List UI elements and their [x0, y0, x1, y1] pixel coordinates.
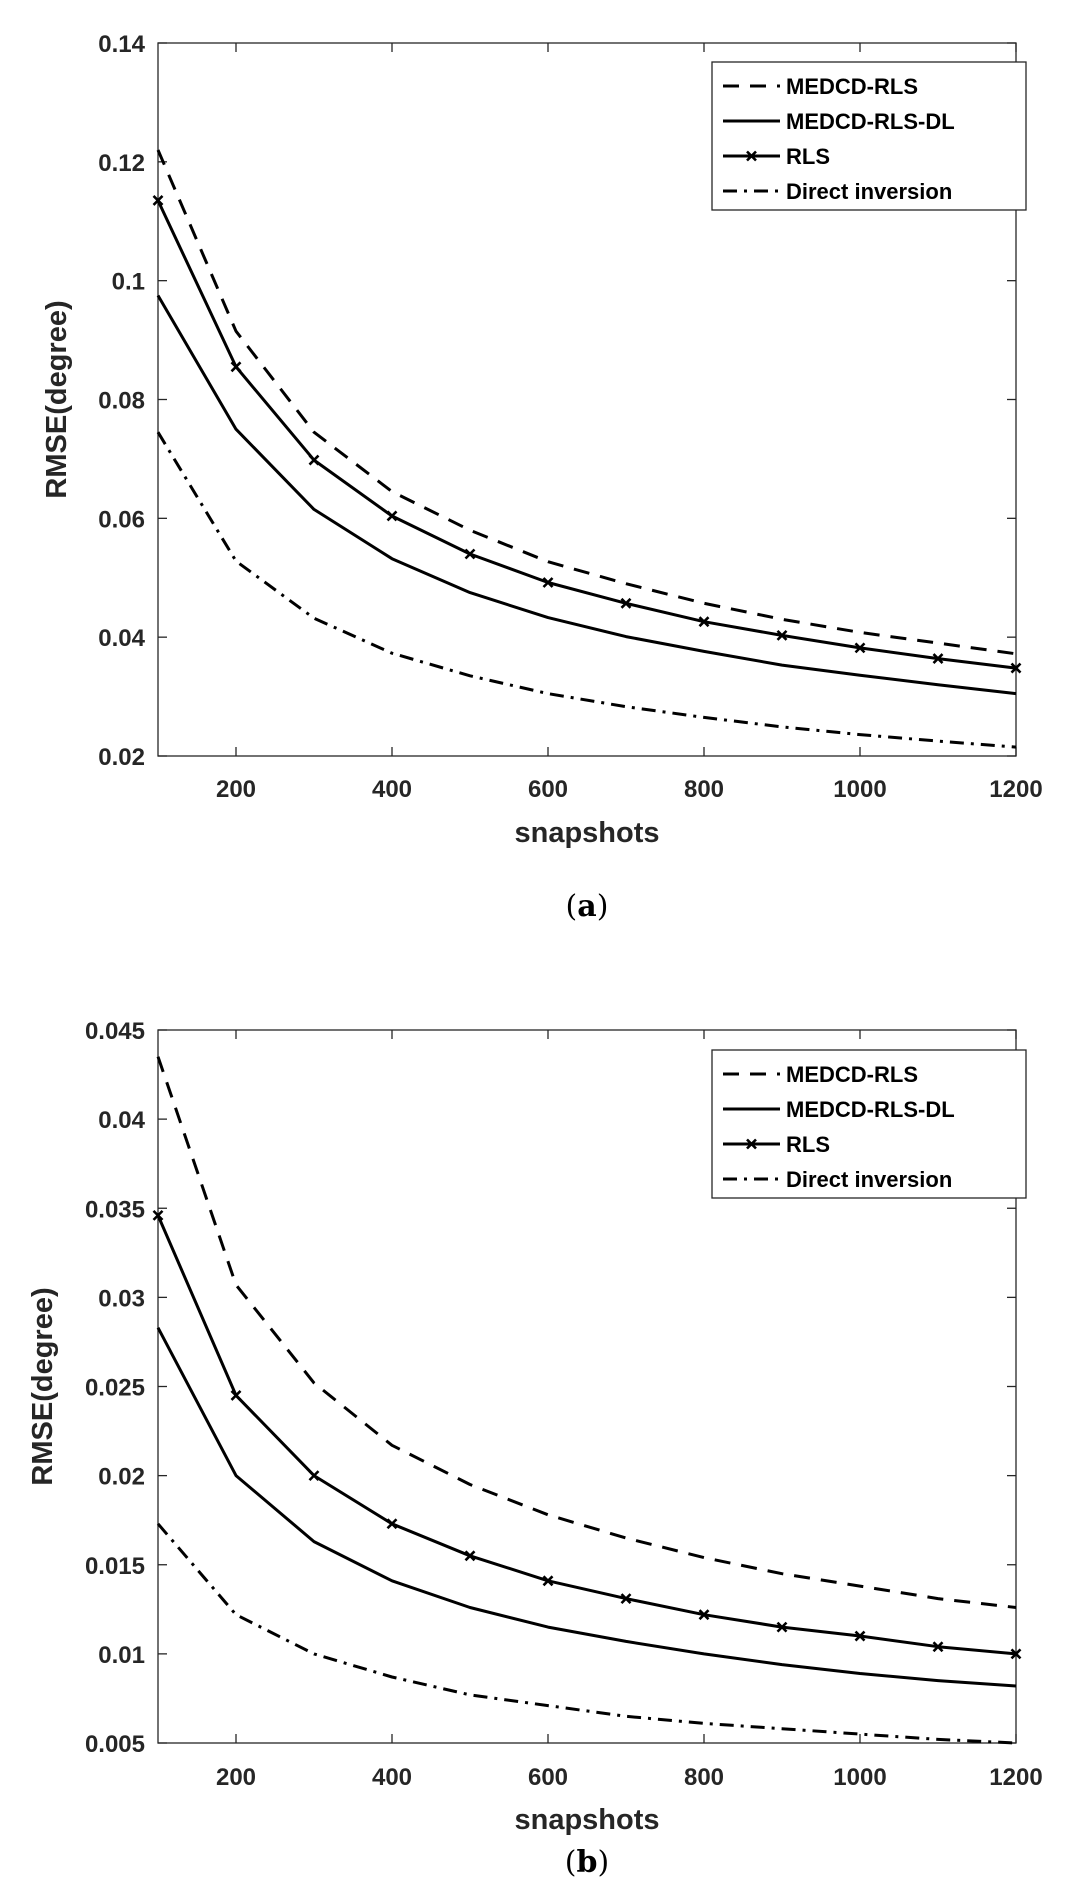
data-point-marker — [152, 1209, 164, 1221]
series-line-medcd-rls — [156, 1056, 1017, 1609]
chart-a: 0.02 0.04 0.06 0.08 0.1 0.12 0.14 200 400 600 800 1… — [41, 31, 1043, 924]
caption-close: ) — [597, 889, 609, 924]
data-point-marker — [152, 195, 164, 206]
x-tick-label: 1000 — [833, 1764, 886, 1791]
data-point-marker — [386, 510, 398, 522]
series-line-medcd-rls — [156, 149, 1017, 656]
y-tick-label: 0.1 — [112, 269, 145, 296]
panel-caption: (a) — [566, 889, 609, 924]
y-tick-label: 0.12 — [98, 150, 145, 177]
legend-marker — [746, 150, 757, 162]
y-tick-label: 0.08 — [98, 388, 145, 415]
y-tick-label: 0.015 — [85, 1553, 145, 1580]
data-point-marker — [464, 1550, 476, 1562]
y-tick-label: 0.04 — [98, 1107, 145, 1134]
legend-label: MEDCD-RLS-DL — [786, 109, 955, 134]
data-point-marker — [230, 1389, 242, 1401]
data-point-marker — [776, 1621, 788, 1633]
caption-letter: a — [577, 889, 596, 924]
series-line-medcd-rls-dl — [156, 1327, 1017, 1688]
data-point-marker — [1010, 1648, 1022, 1660]
series-line-direct-inversion — [156, 431, 1017, 749]
x-tick-label: 400 — [372, 776, 412, 803]
data-point-marker — [854, 642, 866, 654]
data-point-marker — [854, 1630, 866, 1642]
y-tick-label: 0.04 — [98, 625, 145, 652]
series-line-medcd-rls-dl — [156, 294, 1017, 696]
legend-label: RLS — [786, 1132, 830, 1157]
data-point-marker — [230, 361, 242, 373]
y-axis-label: RMSE(degree) — [27, 1287, 59, 1485]
x-tick-label: 600 — [528, 776, 568, 803]
data-point-marker — [542, 577, 554, 588]
data-point-marker — [386, 1518, 398, 1530]
data-point-marker — [308, 454, 320, 466]
chart-b: 0.005 0.01 0.015 0.02 0.025 0.03 0.035 0.04 0.04… — [27, 1018, 1043, 1880]
caption-letter: b — [577, 1845, 598, 1880]
y-axis-label: RMSE(degree) — [41, 300, 73, 498]
y-tick-label: 0.005 — [85, 1731, 145, 1758]
legend-label: Direct inversion — [786, 179, 952, 204]
caption-open: ( — [565, 1845, 577, 1880]
y-tick-label: 0.035 — [85, 1196, 145, 1223]
caption-open: ( — [566, 889, 578, 924]
y-tick-label: 0.03 — [98, 1285, 145, 1312]
data-point-marker — [620, 597, 632, 609]
series-line-rls — [156, 1214, 1017, 1656]
legend: MEDCD-RLS MEDCD-RLS-DL RLS Direct inversion — [711, 1049, 1027, 1199]
legend-label: RLS — [786, 144, 830, 169]
y-tick-label: 0.14 — [98, 31, 145, 58]
x-tick-label: 1200 — [989, 1764, 1042, 1791]
y-tick-label: 0.045 — [85, 1018, 145, 1045]
x-tick-label: 400 — [372, 1764, 412, 1791]
legend-label: MEDCD-RLS — [786, 74, 918, 99]
data-point-marker — [698, 616, 710, 628]
data-point-marker — [932, 653, 944, 664]
panel-caption: (b) — [565, 1845, 609, 1880]
legend: MEDCD-RLS MEDCD-RLS-DL RLS Direct inversion — [711, 61, 1027, 211]
y-tick-label: 0.02 — [98, 744, 145, 771]
caption-close: ) — [597, 1845, 609, 1880]
x-tick-label: 200 — [216, 1764, 256, 1791]
x-tick-label: 200 — [216, 776, 256, 803]
y-tick-label: 0.02 — [98, 1464, 145, 1491]
legend-label: MEDCD-RLS — [786, 1062, 918, 1087]
x-tick-label: 1200 — [989, 776, 1042, 803]
y-tick-label: 0.01 — [98, 1642, 145, 1669]
x-tick-label: 1000 — [833, 776, 886, 803]
legend-label: MEDCD-RLS-DL — [786, 1097, 955, 1122]
data-point-marker — [620, 1593, 632, 1605]
data-point-marker — [776, 629, 788, 641]
y-tick-label: 0.025 — [85, 1375, 145, 1402]
data-point-marker — [932, 1641, 944, 1653]
data-point-marker — [1010, 662, 1022, 674]
x-tick-label: 800 — [684, 776, 724, 803]
legend-marker — [746, 1138, 757, 1150]
data-point-marker — [464, 548, 476, 560]
data-point-marker — [308, 1470, 320, 1482]
data-point-marker — [542, 1575, 554, 1587]
legend-label: Direct inversion — [786, 1167, 952, 1192]
series-line-rls — [156, 199, 1017, 670]
x-axis-label: snapshots — [514, 1804, 659, 1836]
x-tick-label: 800 — [684, 1764, 724, 1791]
data-point-marker — [698, 1609, 710, 1621]
y-tick-label: 0.06 — [98, 506, 145, 533]
series-line-direct-inversion — [156, 1522, 1017, 1745]
x-axis-label: snapshots — [514, 817, 659, 849]
x-tick-label: 600 — [528, 1764, 568, 1791]
